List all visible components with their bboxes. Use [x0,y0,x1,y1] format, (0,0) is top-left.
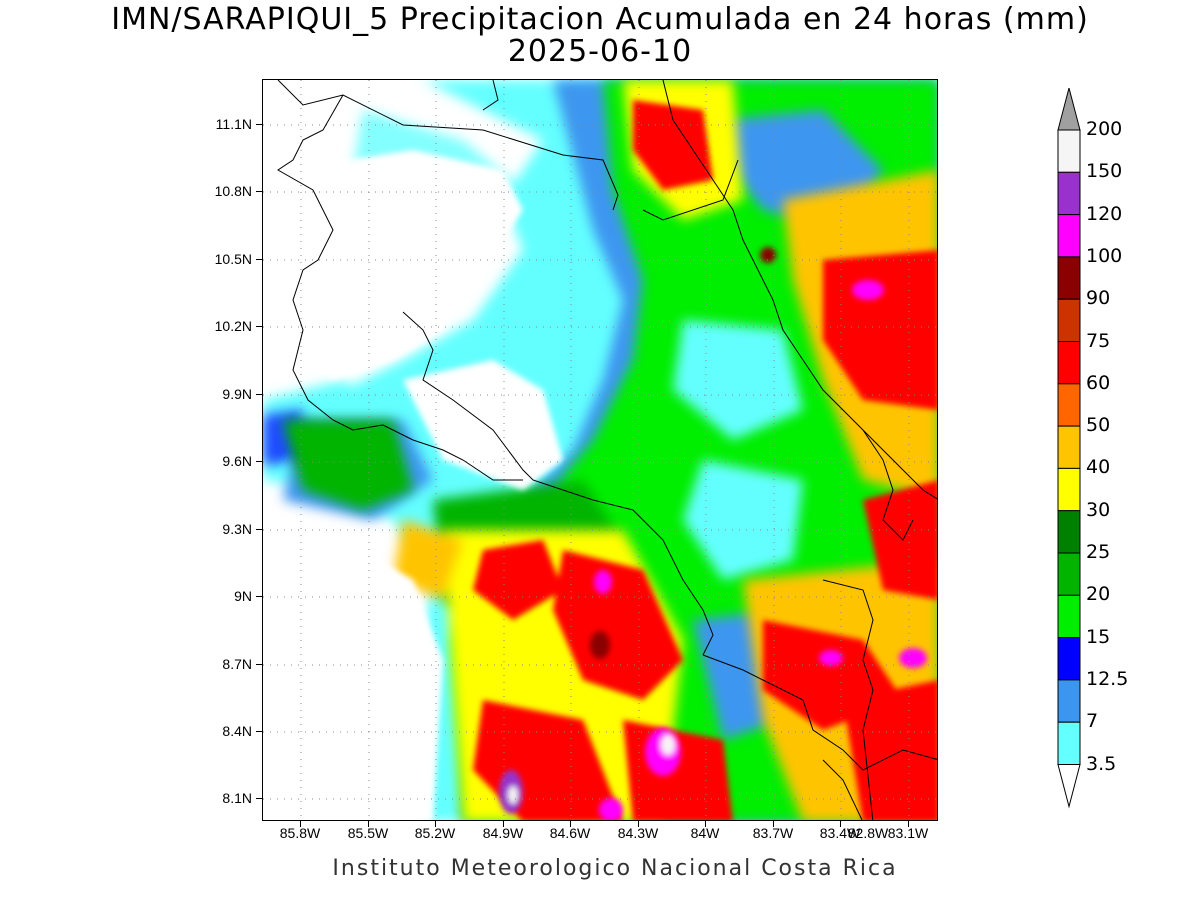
y-tick-mark [256,596,262,597]
legend-color-box [1057,298,1081,342]
x-tick-mark [705,821,706,827]
x-tick-mark [503,821,504,827]
coastline [277,80,937,820]
y-tick-mark [256,326,262,327]
legend-label: 12.5 [1086,667,1129,690]
y-tick-mark [256,461,262,462]
y-tick-label: 9.3N [222,521,252,537]
legend-color-box [1057,637,1081,681]
legend-color-box [1057,721,1081,766]
y-tick-label: 9N [234,588,252,604]
precip-layer-white [263,80,563,820]
legend-label: 25 [1086,541,1111,563]
legend-label: 60 [1086,371,1111,394]
y-tick-label: 10.2N [214,318,252,334]
x-tick-label: 84.9W [482,825,524,841]
x-tick-mark [300,821,301,827]
y-tick-label: 10.8N [214,183,252,199]
y-tick-label: 8.7N [222,656,252,672]
legend-label: 100 [1086,244,1123,267]
x-tick-label: 85.2W [414,825,456,841]
y-tick-label: 9.6N [222,453,252,469]
y-tick-label: 9.9N [222,386,252,402]
x-tick-label: 83.7W [752,825,794,841]
x-tick-label: 83.4W [819,825,861,841]
legend-label: 7 [1086,710,1099,733]
y-tick-mark [256,191,262,192]
legend-color-box [1057,552,1081,596]
x-tick-mark [435,821,436,827]
legend-label: 20 [1086,583,1111,606]
map-date: 2025-06-10 [507,34,693,69]
x-tick-label: 83.1W [887,825,929,841]
x-tick-label: 84W [690,825,720,841]
legend-color-box [1057,679,1081,723]
x-tick-mark [908,821,909,827]
legend-color-box [1057,171,1081,216]
legend-color-box [1057,467,1081,512]
x-tick-mark [368,821,369,827]
legend-label: 40 [1086,456,1111,479]
y-tick-label: 8.4N [222,723,252,739]
y-tick-label: 8.1N [222,790,252,806]
y-tick-mark [256,664,262,665]
legend-label: 120 [1086,202,1123,225]
x-tick-label: 84.6W [549,825,591,841]
y-tick-mark [256,259,262,260]
legend-under-triangle [1057,764,1081,809]
precipitation-map [262,79,938,821]
legend-color-box [1057,129,1081,173]
y-tick-mark [256,798,262,799]
legend-color-box [1057,510,1081,554]
legend-color-box [1057,256,1081,300]
x-tick-mark [773,821,774,827]
y-tick-mark [256,124,262,125]
precip-layer-red [473,100,937,820]
precip-layer-extreme [499,247,927,820]
y-tick-mark [256,394,262,395]
legend-label: 90 [1086,287,1111,310]
x-tick-label: 85.5W [347,825,389,841]
y-tick-label: 10.5N [214,251,252,267]
x-tick-mark [570,821,571,827]
legend-over-triangle [1057,88,1081,131]
y-tick-mark [256,529,262,530]
legend-color-box [1057,383,1081,427]
x-tick-label: 85.8W [279,825,321,841]
x-tick-label: 82.8W [847,825,889,841]
x-tick-mark [840,821,841,827]
x-tick-mark [638,821,639,827]
legend-label: 15 [1086,625,1111,648]
legend-label: 30 [1086,498,1111,521]
legend-color-box [1057,425,1081,469]
legend-label: 50 [1086,414,1111,437]
legend-color-box [1057,341,1081,385]
legend-label: 150 [1086,160,1123,183]
x-tick-label: 84.3W [617,825,659,841]
legend-color-box [1057,214,1081,258]
legend-label: 75 [1086,329,1111,352]
map-title: IMN/SARAPIQUI_5 Precipitacion Acumulada … [111,2,1089,37]
y-tick-mark [256,731,262,732]
color-bar-legend [1057,88,1081,809]
map-grid [263,80,937,820]
legend-label: 200 [1086,118,1123,140]
footer-credit: Instituto Meteorologico Nacional Costa R… [332,856,898,881]
legend-color-box [1057,594,1081,639]
legend-label: 3.5 [1086,752,1117,775]
y-tick-label: 11.1N [215,116,252,132]
